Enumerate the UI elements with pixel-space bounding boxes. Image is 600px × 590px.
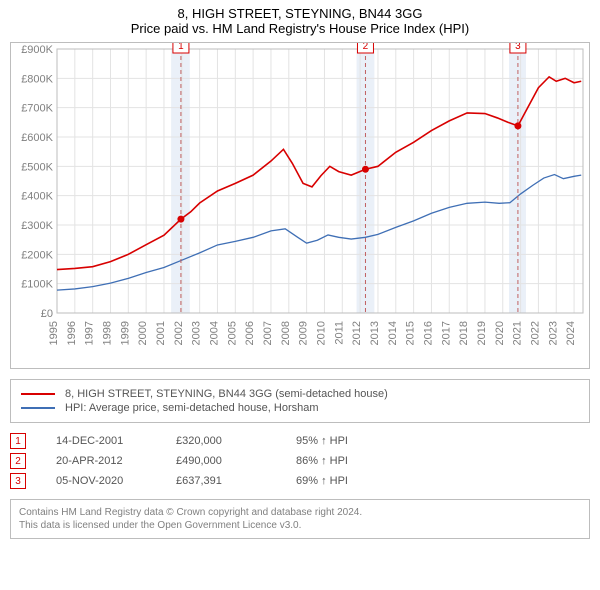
sale-date: 20-APR-2012 xyxy=(56,455,176,467)
sale-marker: 2 xyxy=(10,453,26,469)
svg-text:£800K: £800K xyxy=(21,73,53,85)
svg-text:2009: 2009 xyxy=(298,321,310,345)
svg-text:2013: 2013 xyxy=(369,321,381,345)
svg-text:2005: 2005 xyxy=(226,321,238,345)
chart-title-block: 8, HIGH STREET, STEYNING, BN44 3GG Price… xyxy=(10,6,590,36)
svg-text:2001: 2001 xyxy=(155,321,167,345)
svg-text:2011: 2011 xyxy=(333,321,345,345)
sale-delta: 86% ↑ HPI xyxy=(296,455,416,467)
svg-text:£100K: £100K xyxy=(21,279,53,291)
footnote-line-2: This data is licensed under the Open Gov… xyxy=(19,519,581,532)
sale-delta: 69% ↑ HPI xyxy=(296,475,416,487)
svg-text:£600K: £600K xyxy=(21,132,53,144)
sale-date: 14-DEC-2001 xyxy=(56,435,176,447)
svg-text:£300K: £300K xyxy=(21,220,53,232)
svg-text:2018: 2018 xyxy=(458,321,470,345)
legend: 8, HIGH STREET, STEYNING, BN44 3GG (semi… xyxy=(10,379,590,423)
svg-text:2022: 2022 xyxy=(529,321,541,345)
svg-text:2015: 2015 xyxy=(405,321,417,345)
sale-price: £637,391 xyxy=(176,475,296,487)
svg-text:£500K: £500K xyxy=(21,161,53,173)
legend-row: 8, HIGH STREET, STEYNING, BN44 3GG (semi… xyxy=(21,388,579,400)
svg-text:2016: 2016 xyxy=(422,321,434,345)
svg-text:£700K: £700K xyxy=(21,103,53,115)
legend-swatch xyxy=(21,393,55,395)
svg-text:2007: 2007 xyxy=(262,321,274,345)
legend-label: HPI: Average price, semi-detached house,… xyxy=(65,402,319,414)
svg-text:1996: 1996 xyxy=(66,321,78,345)
svg-text:2014: 2014 xyxy=(387,321,399,345)
chart-title: 8, HIGH STREET, STEYNING, BN44 3GG xyxy=(10,6,590,21)
footnote: Contains HM Land Registry data © Crown c… xyxy=(10,499,590,539)
svg-text:2021: 2021 xyxy=(512,321,524,345)
svg-text:3: 3 xyxy=(515,43,521,52)
svg-text:£0: £0 xyxy=(41,308,53,320)
svg-text:£400K: £400K xyxy=(21,191,53,203)
svg-text:2006: 2006 xyxy=(244,321,256,345)
svg-text:£900K: £900K xyxy=(21,44,53,56)
sale-marker: 1 xyxy=(10,433,26,449)
svg-text:2008: 2008 xyxy=(280,321,292,345)
svg-text:2019: 2019 xyxy=(476,321,488,345)
sale-delta: 95% ↑ HPI xyxy=(296,435,416,447)
sale-row: 2 20-APR-2012£490,00086% ↑ HPI xyxy=(10,453,590,469)
svg-text:£200K: £200K xyxy=(21,249,53,261)
legend-label: 8, HIGH STREET, STEYNING, BN44 3GG (semi… xyxy=(65,388,388,400)
footnote-line-1: Contains HM Land Registry data © Crown c… xyxy=(19,506,581,519)
svg-text:2010: 2010 xyxy=(315,321,327,345)
sale-marker: 3 xyxy=(10,473,26,489)
legend-row: HPI: Average price, semi-detached house,… xyxy=(21,402,579,414)
svg-text:2: 2 xyxy=(363,43,369,52)
svg-text:2000: 2000 xyxy=(137,321,149,345)
svg-text:1: 1 xyxy=(178,43,184,52)
price-chart: £0 £100K £200K £300K £400K £500K £600K £700K £80… xyxy=(10,42,590,369)
svg-text:1997: 1997 xyxy=(84,321,96,345)
svg-text:2012: 2012 xyxy=(351,321,363,345)
svg-text:2020: 2020 xyxy=(494,321,506,345)
svg-text:2017: 2017 xyxy=(440,321,452,345)
sale-price: £490,000 xyxy=(176,455,296,467)
svg-text:2004: 2004 xyxy=(208,321,220,345)
svg-text:1999: 1999 xyxy=(119,321,131,345)
sale-price: £320,000 xyxy=(176,435,296,447)
sale-row: 1 14-DEC-2001£320,00095% ↑ HPI xyxy=(10,433,590,449)
svg-text:2003: 2003 xyxy=(191,321,203,345)
svg-text:1995: 1995 xyxy=(48,321,60,345)
sale-row: 3 05-NOV-2020£637,39169% ↑ HPI xyxy=(10,473,590,489)
chart-subtitle: Price paid vs. HM Land Registry's House … xyxy=(10,21,590,36)
svg-text:1998: 1998 xyxy=(101,321,113,345)
chart-svg: £0 £100K £200K £300K £400K £500K £600K £700K £80… xyxy=(11,43,591,363)
legend-swatch xyxy=(21,407,55,409)
sale-date: 05-NOV-2020 xyxy=(56,475,176,487)
sales-table: 1 14-DEC-2001£320,00095% ↑ HPI 2 20-APR-201… xyxy=(10,433,590,489)
svg-text:2002: 2002 xyxy=(173,321,185,345)
svg-text:2023: 2023 xyxy=(547,321,559,345)
svg-text:2024: 2024 xyxy=(565,321,577,345)
